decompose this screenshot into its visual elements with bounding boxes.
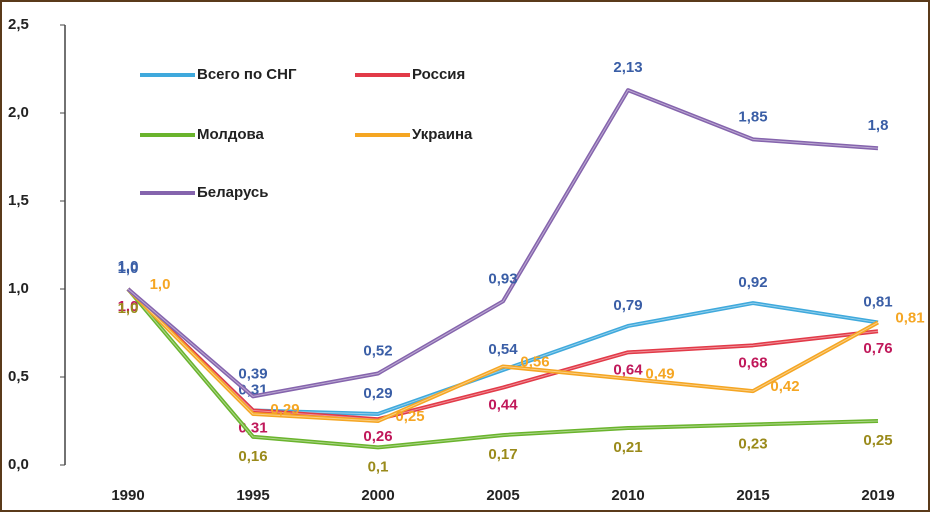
series-line: [126, 287, 879, 450]
data-label: 0,42: [770, 378, 799, 395]
x-tick-label: 2010: [611, 487, 644, 504]
data-label: 1,0: [118, 258, 139, 275]
data-label: 1,0: [118, 260, 139, 277]
legend-label: Молдова: [197, 126, 265, 143]
data-label: 0,54: [488, 341, 518, 358]
data-label: 0,29: [363, 385, 392, 402]
data-label: 2,13: [613, 59, 642, 76]
data-label: 0,68: [738, 354, 767, 371]
x-tick-label: 1990: [111, 487, 144, 504]
data-label: 0,81: [863, 293, 892, 310]
data-label: 0,21: [613, 439, 642, 456]
data-label: 0,44: [488, 397, 518, 414]
legend-label: Россия: [412, 66, 465, 83]
data-label: 0,25: [863, 432, 892, 449]
series-line-highlight: [127, 89, 879, 397]
y-tick-label: 1,0: [8, 280, 29, 297]
data-label: 0,26: [363, 428, 392, 445]
data-label: 0,1: [368, 458, 389, 475]
data-label: 0,29: [270, 401, 299, 418]
data-label: 1,0: [118, 298, 139, 315]
x-tick-label: 2000: [361, 487, 394, 504]
y-tick-label: 2,0: [8, 104, 29, 121]
series-line: [126, 287, 879, 423]
data-label: 0,52: [363, 342, 392, 359]
data-label: 0,25: [395, 408, 424, 425]
data-label: 1,0: [150, 276, 171, 293]
series-line-highlight: [127, 288, 879, 448]
data-label: 1,8: [868, 117, 889, 134]
x-tick-label: 1995: [236, 487, 269, 504]
data-label: 0,64: [613, 361, 643, 378]
data-label: 0,76: [863, 340, 892, 357]
y-tick-label: 0,5: [8, 368, 29, 385]
data-label: 0,49: [645, 366, 674, 383]
series-line: [126, 287, 879, 422]
x-tick-label: 2015: [736, 487, 769, 504]
series-line: [126, 88, 879, 399]
x-tick-label: 2005: [486, 487, 519, 504]
y-tick-label: 1,5: [8, 192, 29, 209]
data-label: 0,39: [238, 365, 267, 382]
data-label: 0,81: [895, 309, 924, 326]
y-tick-label: 0,0: [8, 456, 29, 473]
y-tick-label: 2,5: [8, 16, 29, 33]
data-label: 0,16: [238, 448, 267, 465]
data-label: 0,17: [488, 446, 517, 463]
data-label: 0,79: [613, 297, 642, 314]
legend-label: Всего по СНГ: [197, 66, 297, 83]
legend-label: Украина: [412, 126, 473, 143]
x-tick-label: 2019: [861, 487, 894, 504]
data-label: 0,93: [488, 270, 517, 287]
series-line-highlight: [127, 288, 879, 422]
series-line-highlight: [127, 288, 879, 420]
data-label: 0,92: [738, 274, 767, 291]
legend-label: Беларусь: [197, 184, 269, 201]
data-label: 0,31: [238, 419, 267, 436]
data-label: 0,56: [520, 353, 549, 370]
data-label: 1,85: [738, 108, 767, 125]
data-label: 1,0: [118, 300, 139, 317]
data-label: 0,23: [738, 435, 767, 452]
